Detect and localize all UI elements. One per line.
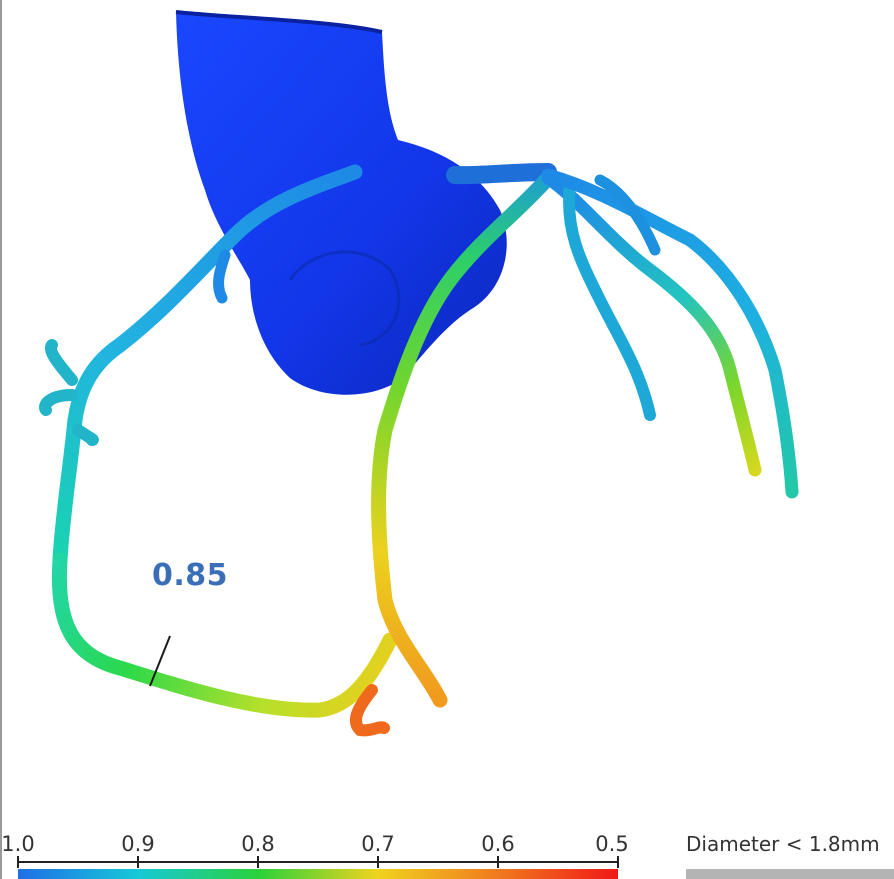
- left-border: [0, 0, 2, 879]
- rca-distal: [51, 552, 398, 718]
- lcx-artery: [541, 168, 799, 499]
- diameter-legend-swatch: [686, 869, 894, 879]
- ffr-colorbar: [18, 869, 618, 879]
- marginal-branch: [563, 179, 656, 421]
- colorbar-axis: [17, 856, 619, 868]
- diameter-legend-label: Diameter < 1.8mm: [686, 832, 880, 856]
- rca-marginal-branch: [39, 339, 99, 446]
- lcx-side-branch: [594, 174, 661, 256]
- rca-pda-branch: [349, 684, 390, 737]
- colorbar-tick-label: 0.8: [241, 832, 275, 856]
- rca-side-branch: [213, 249, 231, 304]
- diagonal-branch: [541, 171, 762, 477]
- ffr-value-annotation: 0.85: [152, 558, 229, 593]
- aorta-sinus-fold: [288, 250, 401, 347]
- aorta-shape: [176, 12, 507, 395]
- colorbar-tick-label: 0.6: [481, 832, 515, 856]
- left-main: [446, 163, 557, 185]
- aorta-rim: [175, 10, 383, 34]
- colorbar-tick-label: 0.9: [121, 832, 155, 856]
- colorbar-tick-label: 0.5: [595, 832, 629, 856]
- rca-proximal: [52, 164, 363, 568]
- colorbar-tick-label: 0.7: [361, 832, 395, 856]
- lad-artery: [371, 170, 556, 708]
- ffr-pointer-line: [149, 635, 171, 687]
- colorbar-tick-label: 1.0: [1, 832, 35, 856]
